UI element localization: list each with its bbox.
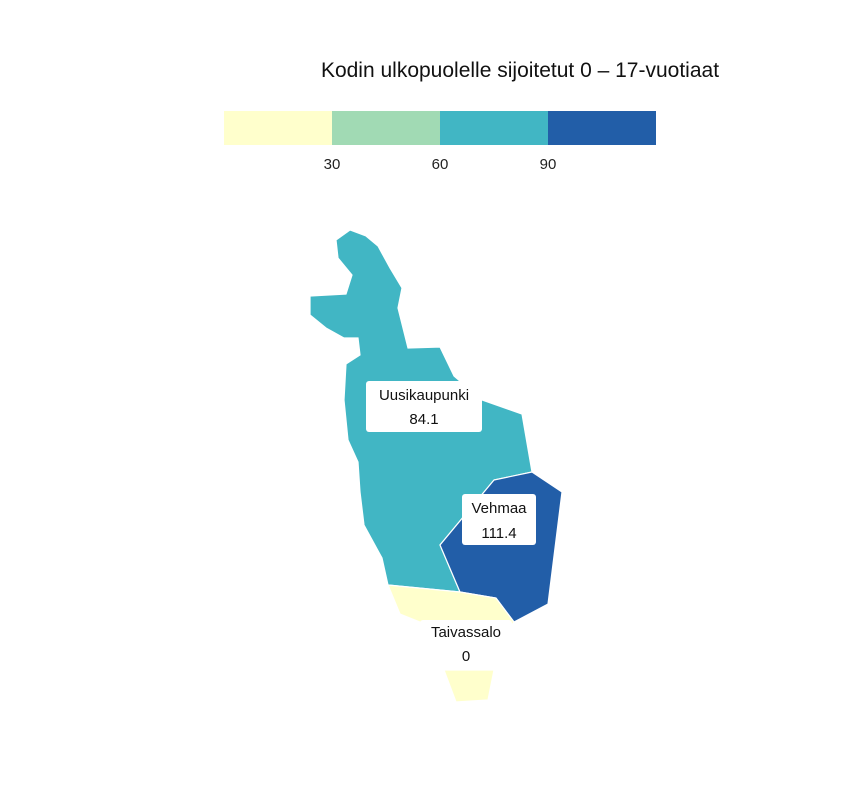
label-vehmaa: Vehmaa 111.4 <box>462 494 536 545</box>
label-name: Taivassalo <box>431 624 501 641</box>
label-name: Vehmaa <box>471 500 527 517</box>
label-value: 84.1 <box>409 411 438 428</box>
label-box <box>420 620 512 670</box>
legend-swatch-3 <box>440 111 548 145</box>
label-name: Uusikaupunki <box>379 387 469 404</box>
legend-swatch-4 <box>548 111 656 145</box>
legend-tick-30: 30 <box>324 156 341 173</box>
label-taivassalo: Taivassalo 0 <box>420 620 512 670</box>
legend-tick-90: 90 <box>540 156 557 173</box>
legend-tick-60: 60 <box>432 156 449 173</box>
label-box <box>462 494 536 545</box>
legend-swatch-2 <box>332 111 440 145</box>
label-value: 111.4 <box>481 525 516 542</box>
label-value: 0 <box>462 648 470 665</box>
region-taivassalo-island[interactable] <box>443 669 495 703</box>
map-title: Kodin ulkopuolelle sijoitetut 0 – 17-vuo… <box>321 59 719 82</box>
label-box <box>366 381 482 432</box>
label-uusikaupunki: Uusikaupunki 84.1 <box>366 381 482 432</box>
legend-swatch-1 <box>224 111 332 145</box>
color-legend: 30 60 90 <box>224 111 656 173</box>
